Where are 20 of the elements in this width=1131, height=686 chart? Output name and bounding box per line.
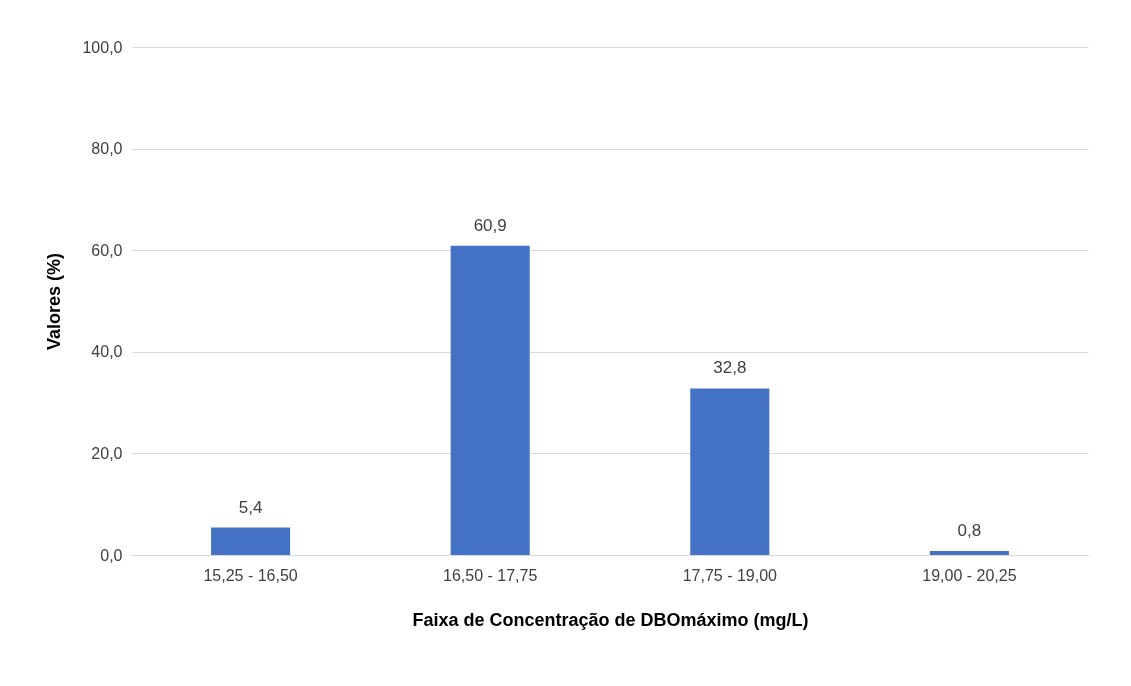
data-label: 32,8 <box>713 358 747 378</box>
data-label: 0,8 <box>957 520 982 540</box>
data-label: 5,4 <box>238 497 263 517</box>
bar <box>690 388 770 555</box>
data-label: 60,9 <box>473 215 507 235</box>
y-tick-label: 20,0 <box>91 444 123 462</box>
bar <box>929 550 1009 555</box>
y-tick-label: 0,0 <box>100 546 123 564</box>
x-tick-label: 16,50 - 17,75 <box>443 566 538 584</box>
y-axis-title: Valores (%) <box>44 252 65 351</box>
x-tick-label: 15,25 - 16,50 <box>203 566 298 584</box>
y-tick-label: 60,0 <box>91 241 123 259</box>
y-tick-label: 100,0 <box>82 38 123 56</box>
y-tick-label: 40,0 <box>91 343 123 361</box>
bar <box>450 245 530 555</box>
x-tick-label: 19,00 - 20,25 <box>922 566 1017 584</box>
y-tick-label: 80,0 <box>91 140 123 158</box>
x-axis-title: Faixa de Concentração de DBOmáximo (mg/L) <box>412 609 809 630</box>
bar <box>211 527 291 555</box>
x-tick-label: 17,75 - 19,00 <box>682 566 778 584</box>
